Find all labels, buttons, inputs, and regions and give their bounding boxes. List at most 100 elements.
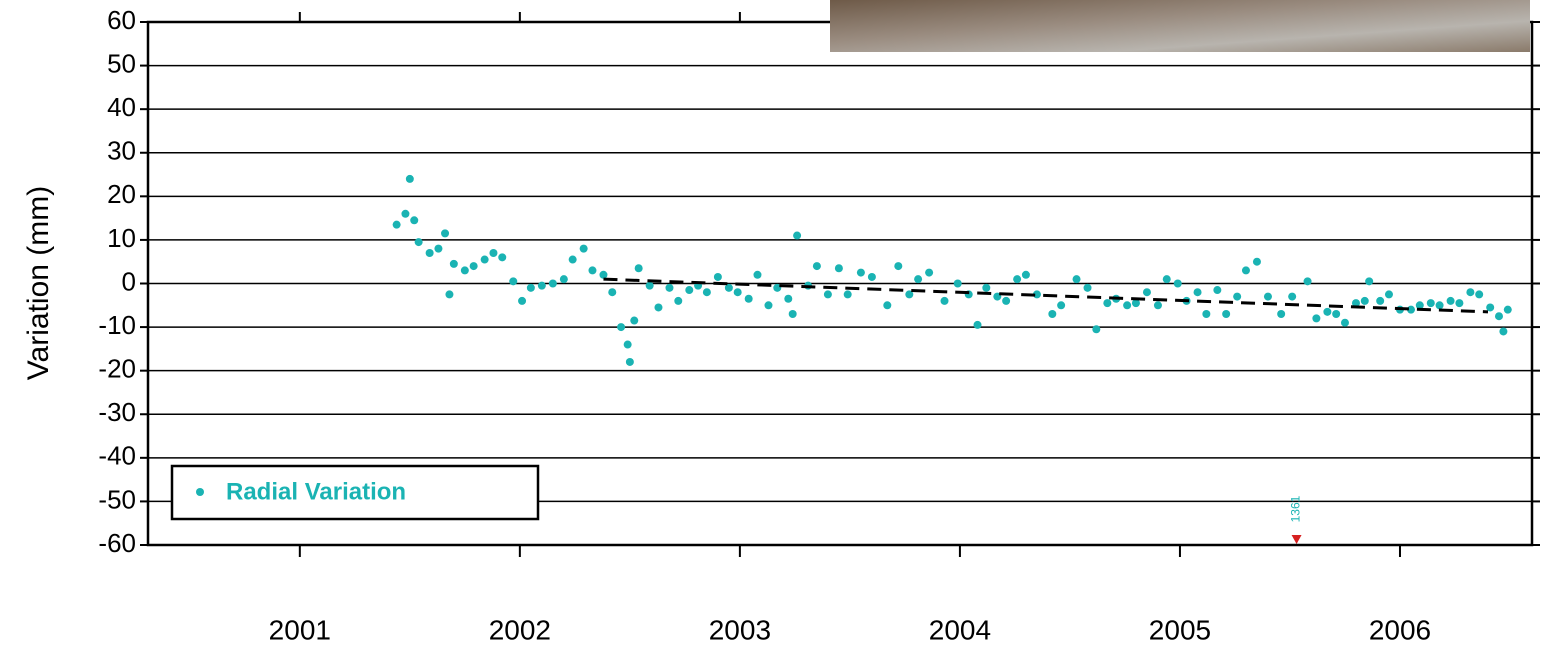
data-point [1499, 327, 1507, 335]
data-point [1436, 301, 1444, 309]
data-point [599, 271, 607, 279]
data-point [1222, 310, 1230, 318]
data-point [617, 323, 625, 331]
data-point [441, 229, 449, 237]
data-point [703, 288, 711, 296]
data-point [974, 321, 982, 329]
data-point [1002, 297, 1010, 305]
data-point [665, 284, 673, 292]
data-point [489, 249, 497, 257]
data-point [1253, 258, 1261, 266]
marks: 1361 [393, 175, 1512, 544]
data-point [1022, 271, 1030, 279]
data-point [549, 280, 557, 288]
data-point [1495, 312, 1503, 320]
data-point [1304, 277, 1312, 285]
data-point [434, 245, 442, 253]
y-tick-label: 10 [107, 223, 136, 253]
data-point [1202, 310, 1210, 318]
y-tick-label: -60 [98, 528, 136, 558]
data-point [560, 275, 568, 283]
data-point [450, 260, 458, 268]
data-point [1447, 297, 1455, 305]
data-point [624, 341, 632, 349]
data-point [1385, 290, 1393, 298]
data-point [1123, 301, 1131, 309]
data-point [1213, 286, 1221, 294]
data-point [674, 297, 682, 305]
data-point [410, 216, 418, 224]
data-point [630, 317, 638, 325]
data-point [1143, 288, 1151, 296]
data-point [461, 266, 469, 274]
data-point [1163, 275, 1171, 283]
y-tick-label: -30 [98, 397, 136, 427]
y-tick-label: 60 [107, 5, 136, 35]
data-point [1288, 293, 1296, 301]
y-tick-label: 20 [107, 179, 136, 209]
y-tick-label: 50 [107, 48, 136, 78]
data-point [857, 269, 865, 277]
data-point [784, 295, 792, 303]
event-label: 1361 [1289, 495, 1303, 522]
y-tick-label: 30 [107, 136, 136, 166]
data-point [844, 290, 852, 298]
data-point [1376, 297, 1384, 305]
data-point [714, 273, 722, 281]
data-point [481, 256, 489, 264]
data-point [538, 282, 546, 290]
data-point [1154, 301, 1162, 309]
chart: 1361 Variation (mm) Radial Variation -60… [0, 0, 1546, 647]
x-tick-label: 2003 [709, 614, 771, 645]
data-point [1264, 293, 1272, 301]
data-point [426, 249, 434, 257]
data-point [1312, 314, 1320, 322]
data-point [445, 290, 453, 298]
data-point [868, 273, 876, 281]
data-point [764, 301, 772, 309]
data-point [883, 301, 891, 309]
x-tick-label: 2005 [1149, 614, 1211, 645]
data-point [1013, 275, 1021, 283]
data-point [1341, 319, 1349, 327]
x-tick-label: 2006 [1369, 614, 1431, 645]
data-point [509, 277, 517, 285]
data-point [393, 221, 401, 229]
x-tick-label: 2004 [929, 614, 991, 645]
data-point [1277, 310, 1285, 318]
y-tick-label: -10 [98, 310, 136, 340]
x-tick-label: 2001 [269, 614, 331, 645]
data-point [527, 284, 535, 292]
data-point [569, 256, 577, 264]
data-point [1048, 310, 1056, 318]
data-point [401, 210, 409, 218]
data-point [685, 286, 693, 294]
data-point [734, 288, 742, 296]
data-point [982, 284, 990, 292]
data-point [646, 282, 654, 290]
data-point [789, 310, 797, 318]
data-point [1103, 299, 1111, 307]
data-point [518, 297, 526, 305]
data-point [941, 297, 949, 305]
photo [830, 0, 1530, 52]
data-point [415, 238, 423, 246]
legend-label: Radial Variation [226, 478, 406, 505]
legend-marker [196, 488, 204, 496]
y-tick-label: -50 [98, 484, 136, 514]
data-point [1242, 266, 1250, 274]
data-point [745, 295, 753, 303]
data-point [894, 262, 902, 270]
data-point [470, 262, 478, 270]
data-point [1486, 303, 1494, 311]
y-tick-label: -40 [98, 441, 136, 471]
data-point [1073, 275, 1081, 283]
data-point [1365, 277, 1373, 285]
data-point [824, 290, 832, 298]
data-point [654, 303, 662, 311]
data-point [406, 175, 414, 183]
data-point [793, 232, 801, 240]
data-point [954, 280, 962, 288]
data-point [813, 262, 821, 270]
data-point [1332, 310, 1340, 318]
